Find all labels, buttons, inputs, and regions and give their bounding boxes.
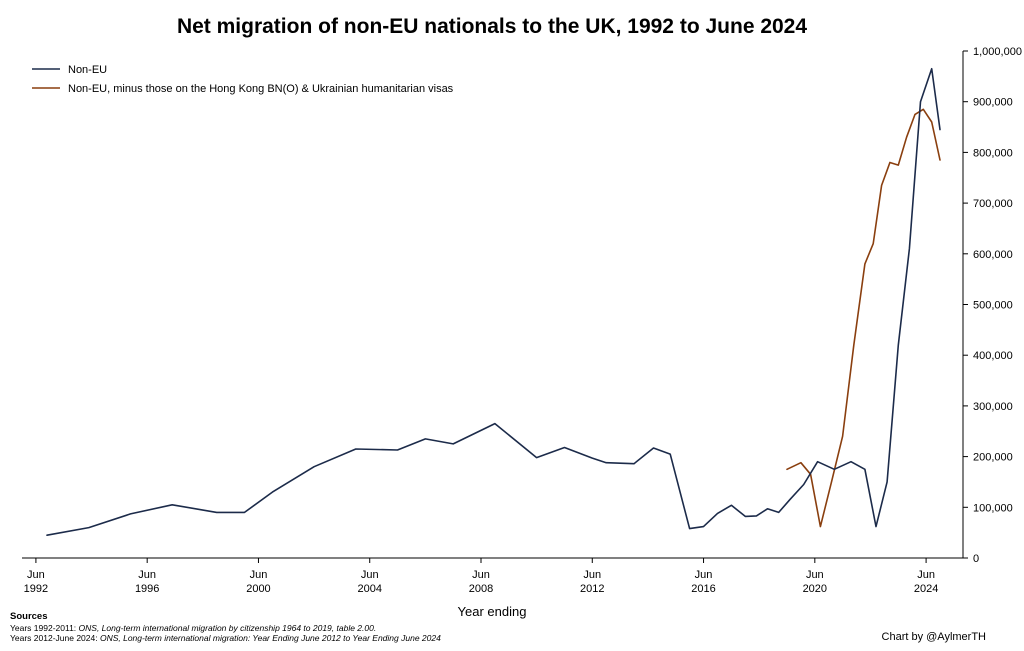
- y-tick-label: 500,000: [973, 300, 1013, 312]
- y-tick-label: 300,000: [973, 401, 1013, 413]
- x-axis-ticks: Jun 1992 Jun 1996 Jun 2000 Jun 2004 Jun 2008 Jun 20…: [24, 558, 938, 595]
- y-tick-label: 700,000: [973, 198, 1013, 210]
- series-line-non-eu-minus-visas: [786, 108, 941, 528]
- x-tick-label-year: 2016: [691, 583, 715, 595]
- x-tick-label-month: Jun: [361, 569, 379, 581]
- x-tick-label-month: Jun: [138, 569, 156, 581]
- sources-line-1-prefix: Years 1992-2011:: [10, 622, 79, 633]
- x-tick-label-month: Jun: [27, 569, 45, 581]
- y-tick-label: 900,000: [973, 97, 1013, 109]
- y-tick-label: 600,000: [973, 249, 1013, 261]
- x-tick-label-year: 1996: [135, 583, 159, 595]
- legend-label: Non-EU: [68, 64, 107, 76]
- x-tick-label-year: 2008: [469, 583, 493, 595]
- chart-title: Net migration of non-EU nationals to the…: [177, 15, 807, 38]
- y-tick-label: 0: [973, 553, 979, 565]
- sources-line-1: Years 1992-2011: ONS, Long-term internat…: [10, 623, 441, 634]
- sources-line-2-citation: ONS, Long-term international migration: …: [99, 633, 441, 643]
- series-line-non-eu: [46, 67, 941, 537]
- sources-line-2-prefix: Years 2012-June 2024:: [10, 633, 100, 643]
- series-lines: [46, 67, 941, 537]
- sources-heading: Sources: [10, 611, 48, 622]
- y-tick-label: 400,000: [973, 350, 1013, 362]
- y-tick-label: 100,000: [973, 502, 1013, 514]
- legend: Non-EU Non-EU, minus those on the Hong Ko…: [32, 64, 454, 95]
- x-tick-label-month: Jun: [472, 569, 490, 581]
- sources-line-1-citation: ONS, Long-term international migration b…: [78, 622, 377, 633]
- x-tick-label-year: 2012: [580, 583, 604, 595]
- x-tick-label-month: Jun: [583, 569, 601, 581]
- y-tick-label: 1,000,000: [973, 46, 1022, 58]
- x-tick-label-year: 2024: [914, 583, 938, 595]
- x-tick-label-year: 2020: [803, 583, 827, 595]
- x-tick-label-month: Jun: [806, 569, 824, 581]
- sources-note: Sources Years 1992-2011: ONS, Long-term …: [10, 611, 441, 644]
- x-tick-label-year: 1992: [24, 583, 48, 595]
- legend-label: Non-EU, minus those on the Hong Kong BN(…: [68, 83, 454, 95]
- y-axis-ticks: 0 100,000 200,000 300,000 400,000 500,000 600,…: [963, 46, 1022, 565]
- y-tick-label: 200,000: [973, 452, 1013, 464]
- x-tick-label-month: Jun: [917, 569, 935, 581]
- x-tick-label-month: Jun: [250, 569, 268, 581]
- x-axis-title: Year ending: [458, 604, 527, 619]
- x-tick-label-month: Jun: [695, 569, 713, 581]
- x-tick-label-year: 2000: [246, 583, 270, 595]
- sources-line-2: Years 2012-June 2024: ONS, Long-term int…: [10, 633, 441, 644]
- x-tick-label-year: 2004: [357, 583, 381, 595]
- chart-credit: Chart by @AylmerTH: [881, 631, 986, 643]
- y-tick-label: 800,000: [973, 147, 1013, 159]
